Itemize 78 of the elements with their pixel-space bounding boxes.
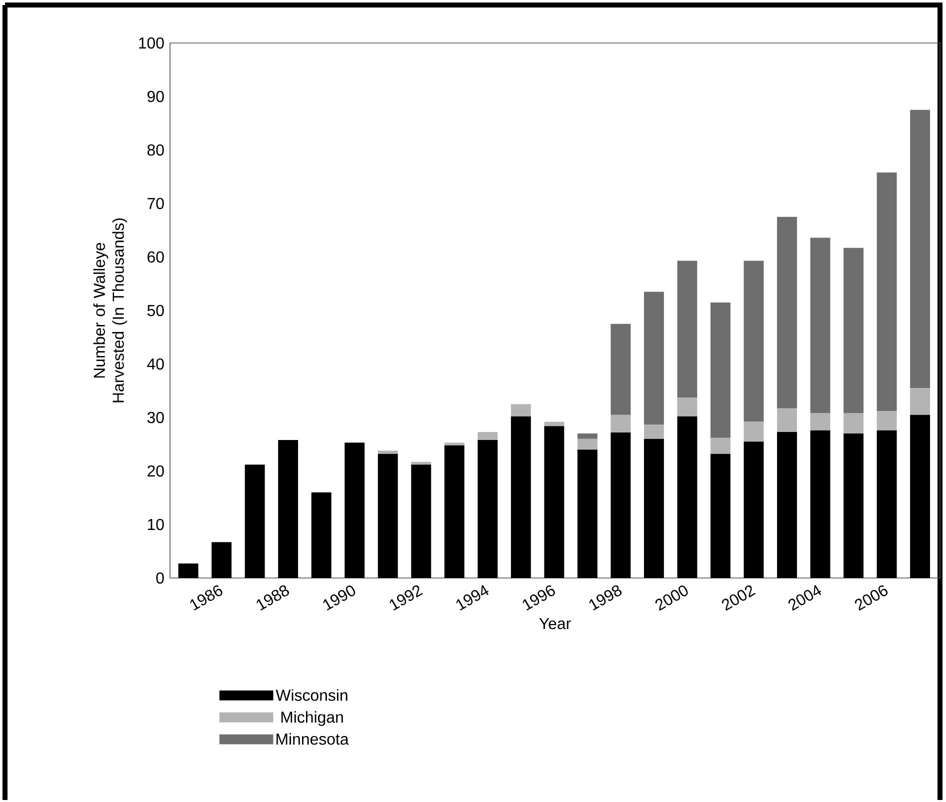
bar — [844, 433, 864, 578]
x-tick-label: 1994 — [456, 584, 489, 610]
x-tick-label: 1992 — [390, 585, 423, 610]
bar — [278, 440, 298, 578]
bar — [610, 324, 631, 415]
y-tick-label: 50 — [147, 304, 164, 316]
y-tick-label: 70 — [148, 198, 164, 209]
x-tick-label: 1988 — [256, 585, 289, 610]
bar — [810, 412, 830, 430]
bar — [910, 110, 930, 388]
bar — [444, 442, 464, 446]
bar — [876, 172, 897, 411]
bar — [610, 432, 631, 578]
bar — [444, 445, 464, 578]
bar — [344, 442, 365, 578]
x-tick-label: 1990 — [323, 585, 356, 610]
legend-label: Minnesota — [276, 732, 349, 745]
bar — [378, 454, 398, 578]
bar — [844, 412, 864, 434]
y-tick-label: 20 — [148, 465, 164, 476]
bar — [777, 216, 797, 408]
y-tick-label: 80 — [147, 144, 164, 156]
y-tick-label: 60 — [148, 251, 164, 262]
bar — [178, 563, 198, 578]
bar — [378, 450, 398, 454]
bar — [644, 424, 664, 439]
x-tick-label: 2002 — [722, 585, 756, 611]
bar — [677, 260, 698, 398]
bar — [212, 542, 232, 578]
x-tick-label: 2004 — [788, 584, 822, 611]
y-tick-label: 40 — [147, 358, 164, 370]
bar — [577, 438, 598, 450]
bar — [544, 422, 564, 426]
bar — [844, 248, 864, 413]
bar — [644, 292, 664, 424]
bar — [411, 464, 432, 578]
bar — [910, 414, 930, 578]
x-tick-label: 2000 — [655, 585, 688, 611]
bar — [744, 260, 764, 422]
x-tick-label: 2006 — [854, 585, 888, 611]
bar — [577, 433, 598, 439]
y-tick-label: 0 — [156, 572, 164, 584]
bar — [644, 438, 664, 578]
bar — [677, 397, 698, 416]
bar — [710, 438, 730, 454]
bar — [577, 449, 598, 578]
bar — [810, 430, 830, 578]
x-tick-label: 1986 — [190, 585, 222, 610]
bar — [478, 432, 498, 440]
bar — [510, 416, 531, 578]
bar — [876, 410, 897, 430]
x-axis-title: Year — [539, 618, 571, 629]
bar — [544, 426, 564, 578]
legend-label: Wisconsin — [276, 688, 348, 701]
bar — [710, 302, 730, 438]
bar — [744, 422, 764, 442]
bar — [876, 430, 897, 578]
bar — [411, 462, 432, 464]
y-tick-label: 30 — [147, 412, 164, 423]
bar — [910, 388, 930, 415]
bar — [710, 454, 730, 578]
y-tick-label: 90 — [148, 90, 164, 102]
bar — [244, 464, 265, 578]
bar — [777, 408, 797, 432]
y-axis-title: Number of Walleye Harvested (In Thousands) — [93, 218, 128, 402]
bar — [810, 238, 830, 413]
bar — [510, 404, 531, 416]
bar — [610, 414, 631, 432]
y-tick-label: 100 — [139, 37, 164, 48]
bar — [311, 492, 332, 578]
y-tick-label: 10 — [148, 518, 164, 530]
bar — [744, 441, 764, 578]
bar — [677, 416, 698, 578]
legend-label: Michigan — [281, 710, 343, 726]
x-tick-label: 1998 — [589, 585, 622, 610]
x-tick-label: 1996 — [522, 585, 555, 610]
bar — [777, 432, 797, 578]
bar — [478, 440, 498, 578]
